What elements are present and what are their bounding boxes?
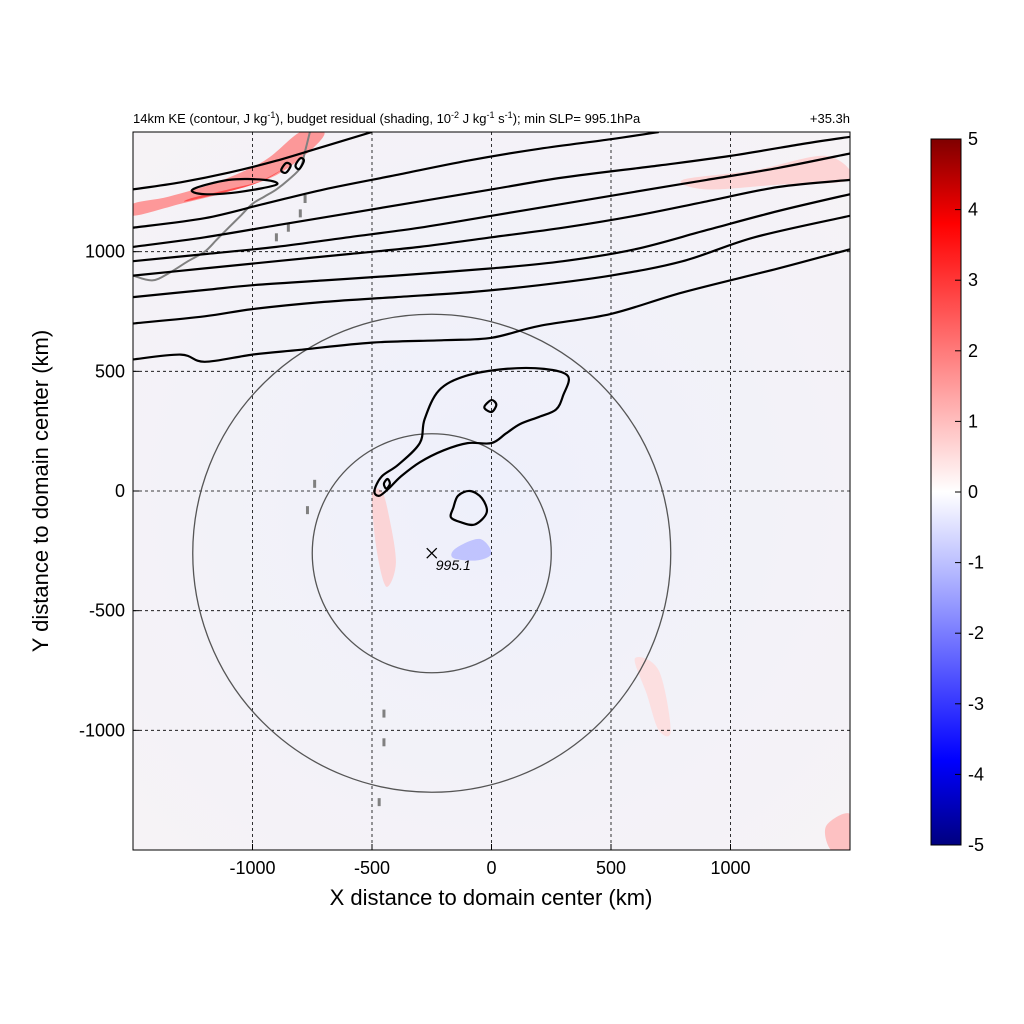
shading-se-red-corner (824, 813, 850, 850)
x-tick-label: 1000 (710, 858, 750, 878)
ke-contour-band-2 (133, 214, 850, 325)
range-rings (192, 313, 672, 793)
colorbar-tick-label: -1 (968, 553, 984, 573)
storm-center-cross (426, 547, 438, 559)
storm-marker: 995.1 (426, 547, 471, 573)
x-tick-label: 500 (596, 858, 626, 878)
ke-contour-band-6 (133, 135, 850, 248)
coastline (133, 132, 311, 282)
colorbar-tick-label: 4 (968, 200, 978, 220)
island-mark (382, 738, 386, 747)
coastline-layer (133, 132, 386, 807)
x-tick-label: 0 (486, 858, 496, 878)
min-slp-label: 995.1 (436, 557, 471, 573)
island-mark (382, 709, 386, 718)
colorbar-tick-label: 2 (968, 341, 978, 361)
shading-north-red-core (184, 165, 289, 202)
range-ring-1000 (192, 313, 672, 793)
y-axis-label: Y distance to domain center (km) (28, 330, 53, 652)
y-tick-label: 1000 (85, 242, 125, 262)
colorbar-tick-label: 0 (968, 482, 978, 502)
ke-contour-small-ring-2 (382, 477, 392, 490)
y-tick-label: 500 (95, 361, 125, 381)
range-ring-500 (311, 433, 552, 674)
ke-contour-band-7 (133, 132, 659, 229)
ke-contour-arc-band (373, 366, 570, 497)
ke-contour-north-cell-3 (294, 156, 305, 171)
y-tick-label: -1000 (79, 720, 125, 740)
shading-south-red-streak (634, 657, 671, 737)
island-mark (303, 195, 307, 204)
ke-contour-band-1 (133, 248, 850, 363)
colorbar-tick-label: -2 (968, 623, 984, 643)
ke-contours (133, 132, 850, 527)
shading-center-blue-ring (451, 538, 492, 561)
colorbar-tick-label: 5 (968, 129, 978, 149)
colorbar-tick-label: 1 (968, 411, 978, 431)
colorbar-tick-label: -3 (968, 694, 984, 714)
x-axis-label: X distance to domain center (km) (330, 885, 653, 910)
y-tick-label: -500 (89, 601, 125, 621)
plot-background (133, 132, 850, 850)
colorbar-tick-label: -5 (968, 835, 984, 855)
island-mark (313, 479, 317, 488)
plot-area: 995.1 (133, 132, 850, 850)
time-label: +35.3h (810, 111, 850, 126)
shading-ne-streaks (680, 155, 850, 190)
shading-layer (133, 132, 850, 850)
y-tick-label: 0 (115, 481, 125, 501)
colorbar-tick-label: 3 (968, 270, 978, 290)
colorbar: 5 4 3 2 1 0 -1 -2 -3 -4 -5 (930, 129, 984, 855)
island-mark (305, 506, 309, 515)
ke-contour-band-5 (133, 152, 850, 263)
ke-contour-small-ring-1 (483, 398, 498, 414)
axes: -1000 -500 0 500 1000 -1000 -500 0 500 1000 (79, 242, 751, 878)
ke-contour-north-cell-2 (280, 161, 292, 174)
shading-center-red-arc (371, 488, 396, 587)
chart-title: 14km KE (contour, J kg-1), budget residu… (133, 110, 641, 126)
x-tick-label: -1000 (229, 858, 275, 878)
x-tick-label: -500 (354, 858, 390, 878)
ke-contour-core-blob (449, 489, 489, 527)
ke-contour-north-cell-1 (190, 177, 279, 196)
island-mark (377, 798, 381, 807)
island-mark (298, 209, 302, 218)
ke-contour-band-8 (133, 132, 373, 191)
island-mark (274, 233, 278, 242)
island-mark (286, 223, 290, 232)
colorbar-ticks: 5 4 3 2 1 0 -1 -2 -3 -4 -5 (955, 129, 984, 855)
ke-contour-band-4 (133, 178, 850, 277)
ke-contour-band-3 (133, 193, 850, 299)
shading-north-red-band (133, 132, 325, 216)
colorbar-tick-label: -4 (968, 764, 984, 784)
